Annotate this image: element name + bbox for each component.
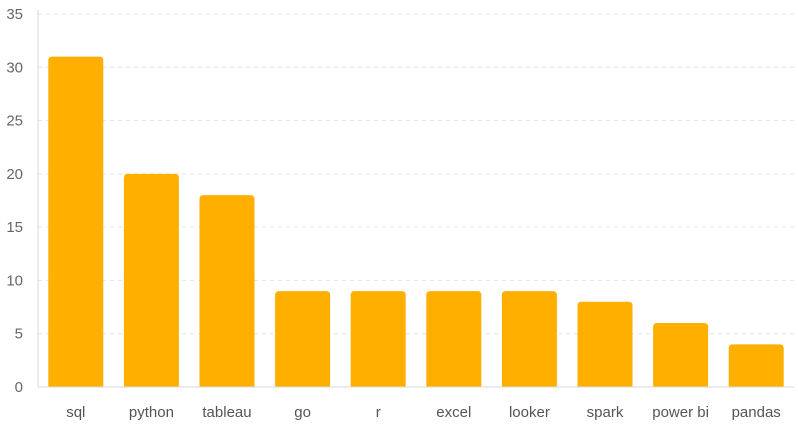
x-tick-label: spark [587,404,624,421]
x-tick-label: tableau [202,404,251,421]
y-tick-label: 20 [6,166,23,183]
bar-power-bi [653,323,709,387]
x-tick-label: r [376,404,381,421]
bars [48,56,784,387]
bar-excel [426,291,482,387]
y-tick-label: 0 [15,379,23,396]
y-tick-label: 35 [6,6,23,23]
x-tick-label: go [294,404,311,421]
bar-r [350,291,406,387]
bar-looker [501,291,557,387]
x-tick-label: excel [436,404,471,421]
bar-go [275,291,331,387]
x-tick-label: pandas [732,404,781,421]
x-tick-label: looker [509,404,550,421]
x-axis-labels: sql python tableau go r excel looker spark power… [66,404,781,421]
y-tick-label: 15 [6,219,23,236]
y-tick-label: 5 [15,326,23,343]
bar-spark [577,301,633,387]
y-tick-label: 30 [6,59,23,76]
bar-tableau [199,195,255,387]
y-axis-ticks: 0 5 10 15 20 25 30 35 [6,6,23,396]
x-tick-label: sql [66,404,85,421]
bar-sql [48,56,104,387]
grid-layer [38,13,794,335]
bar-python [123,173,179,387]
bar-pandas [728,344,784,387]
y-tick-label: 10 [6,272,23,289]
x-tick-label: python [129,404,174,421]
y-tick-label: 25 [6,113,23,130]
x-tick-label: power bi [652,404,709,421]
